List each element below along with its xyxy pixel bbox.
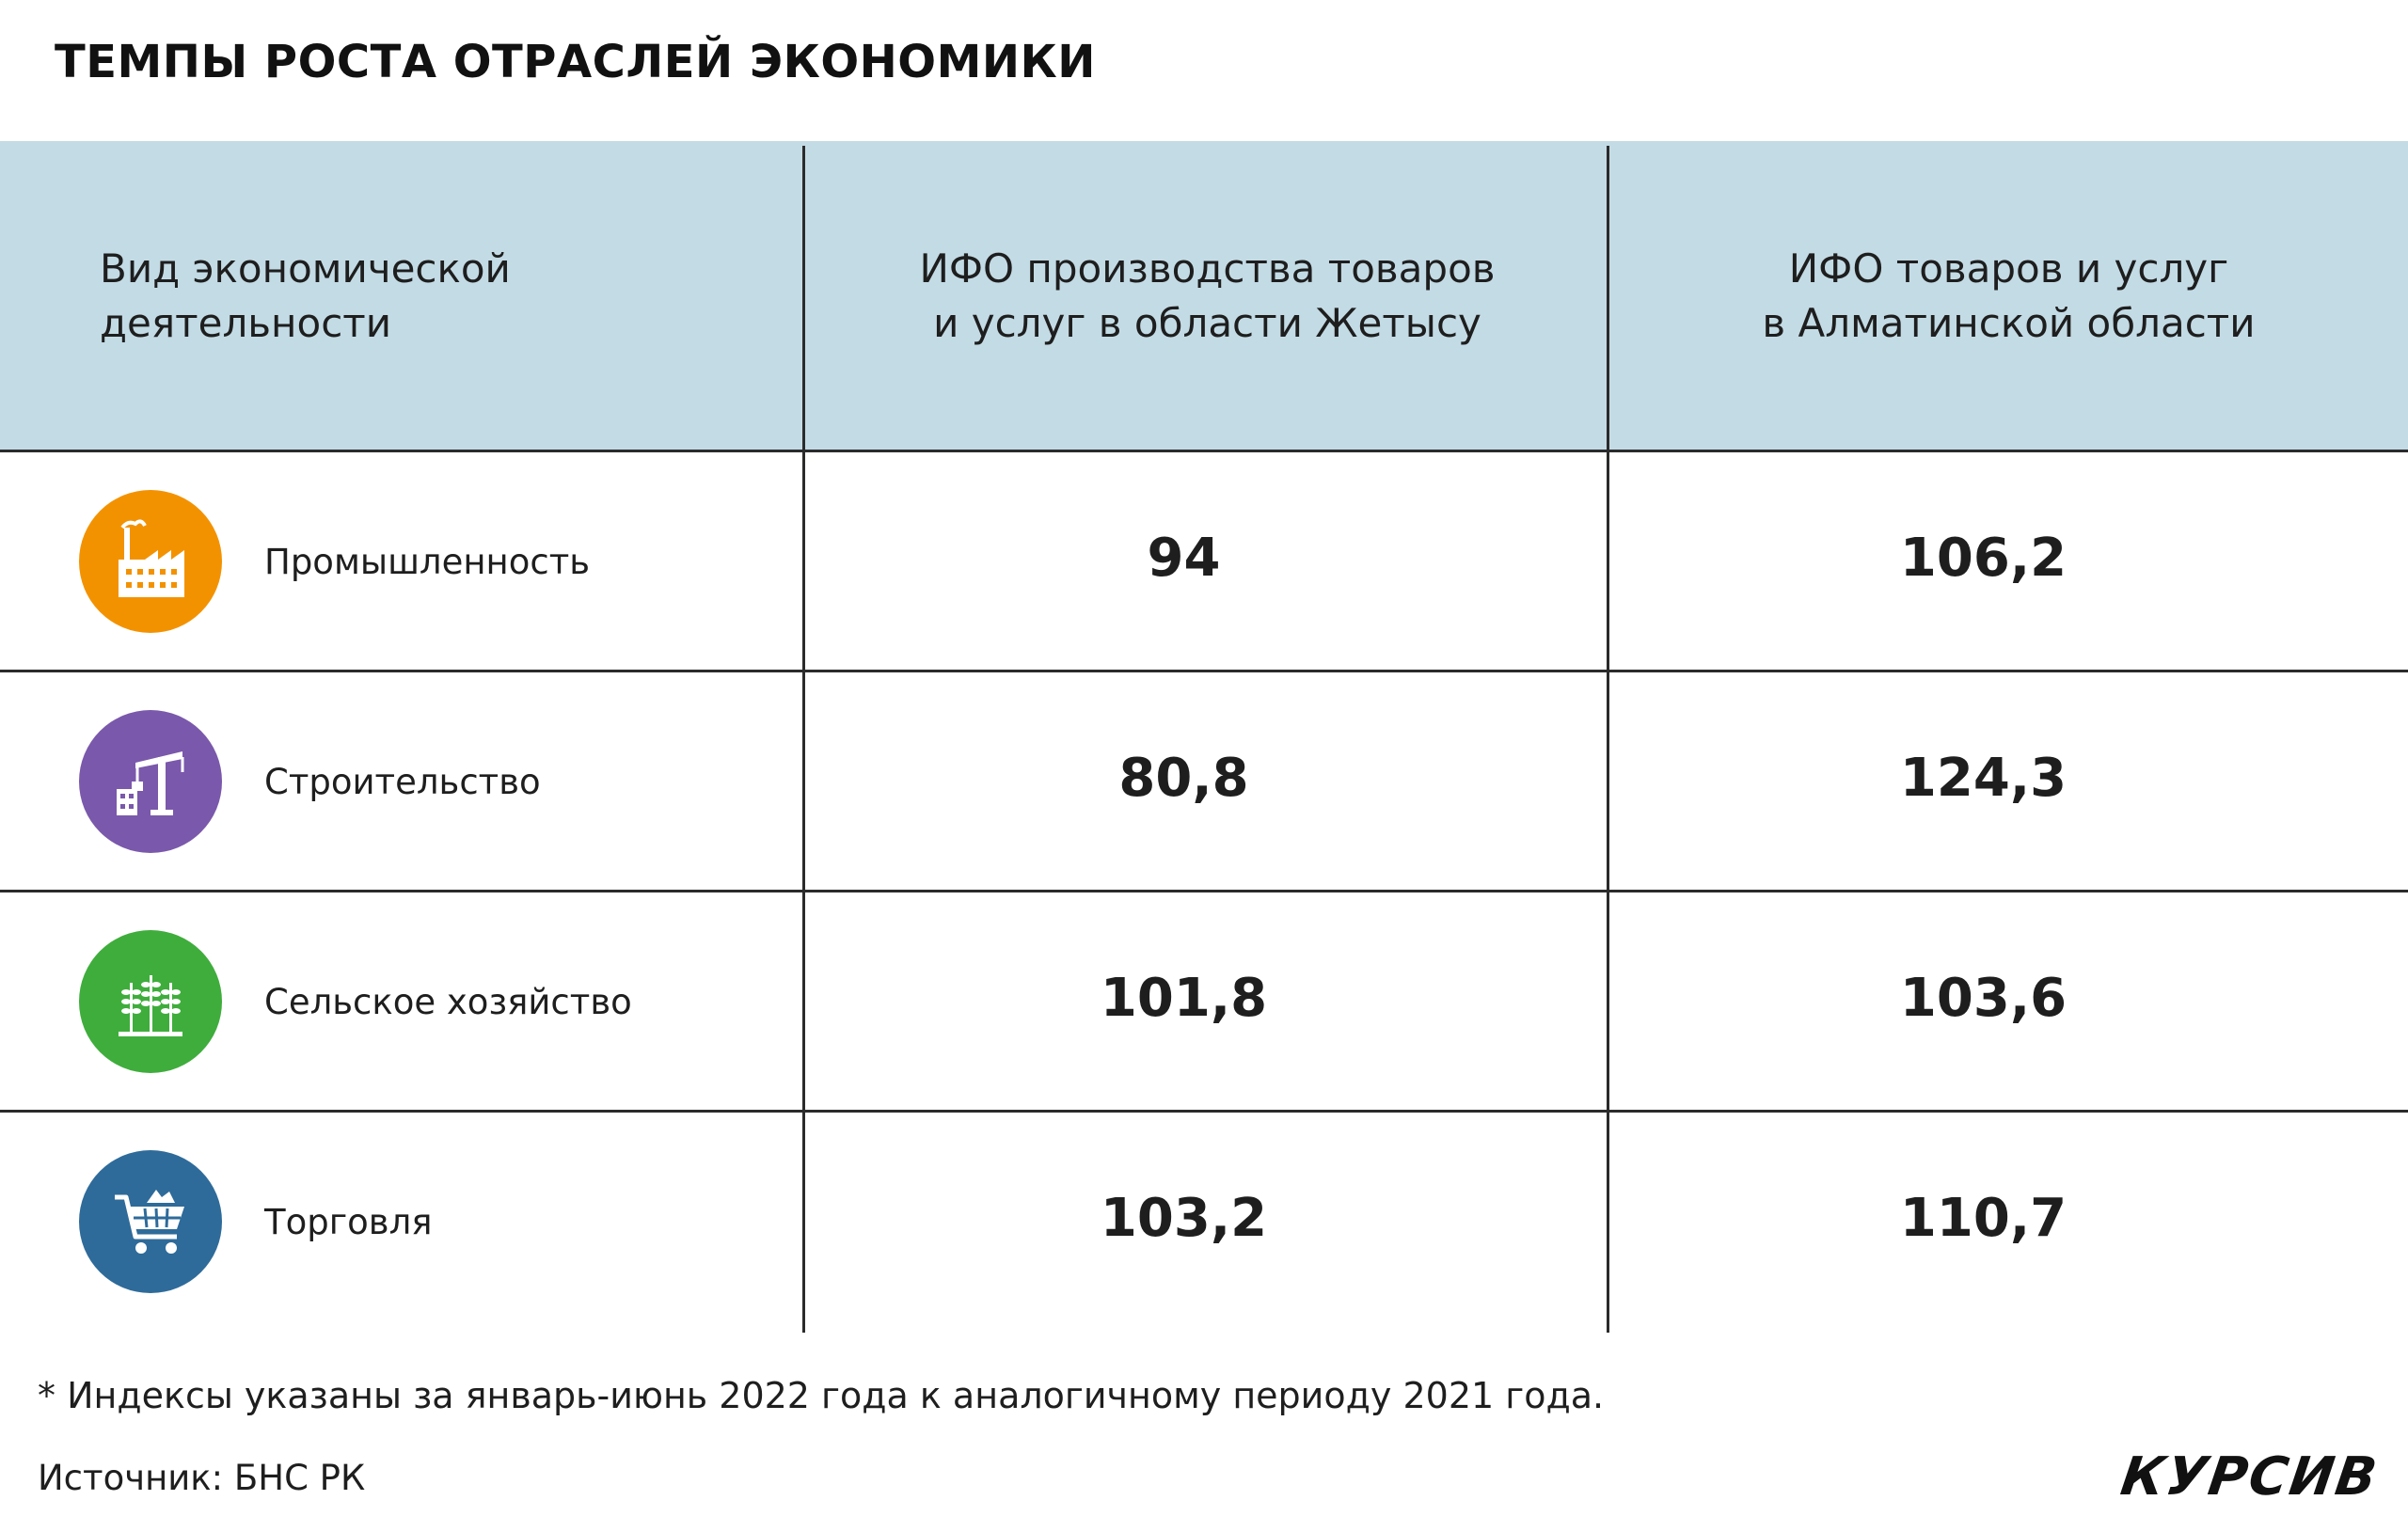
construction-crane-icon [79, 710, 222, 853]
row-divider [0, 450, 2408, 452]
value-almaty: 110,7 [1899, 1188, 2067, 1249]
value-zhetysu: 101,8 [1100, 968, 1268, 1029]
header-line: в Алматинской области [1762, 300, 2256, 346]
header-line: деятельности [100, 300, 392, 346]
table-row: Сельское хозяйство 101,8 103,6 [0, 892, 2408, 1113]
table-row: Торговля 103,2 110,7 [0, 1113, 2408, 1333]
row-divider [0, 670, 2408, 672]
header-line: Вид экономической [100, 245, 511, 292]
row-divider [0, 1110, 2408, 1113]
table-row: Строительство 80,8 124,3 [0, 672, 2408, 892]
factory-icon [79, 490, 222, 633]
value-almaty: 103,6 [1899, 968, 2067, 1029]
value-almaty: 106,2 [1899, 528, 2067, 589]
wheat-icon [79, 930, 222, 1073]
brand-logo: КУРСИВ [2116, 1446, 2383, 1508]
value-zhetysu: 80,8 [1118, 748, 1249, 809]
header-line: ИФО производства товаров [919, 245, 1496, 292]
value-zhetysu: 94 [1147, 528, 1221, 589]
footnote: * Индексы указаны за январь-июнь 2022 го… [38, 1375, 1605, 1416]
row-label: Строительство [264, 762, 541, 802]
column-divider [802, 146, 805, 1333]
value-zhetysu: 103,2 [1100, 1188, 1268, 1249]
table-row: Промышленность 94 106,2 [0, 452, 2408, 672]
source-note: Источник: БНС РК [38, 1458, 366, 1498]
column-divider [1607, 146, 1609, 1333]
header-line: и услуг в области Жетысу [933, 300, 1481, 346]
row-label: Сельское хозяйство [264, 982, 632, 1022]
table-header-band [0, 141, 2408, 451]
header-almaty-index: ИФО товаров и услуг в Алматинской област… [1609, 141, 2408, 451]
header-zhetysu-index: ИФО производства товаров и услуг в облас… [805, 141, 1609, 451]
value-almaty: 124,3 [1899, 748, 2067, 809]
row-divider [0, 890, 2408, 892]
row-label: Торговля [264, 1202, 433, 1242]
header-line: ИФО товаров и услуг [1788, 245, 2229, 292]
header-activity-type: Вид экономической деятельности [100, 141, 758, 451]
row-label: Промышленность [264, 542, 591, 582]
page-title: ТЕМПЫ РОСТА ОТРАСЛЕЙ ЭКОНОМИКИ [55, 36, 1096, 88]
shopping-cart-icon [79, 1150, 222, 1293]
